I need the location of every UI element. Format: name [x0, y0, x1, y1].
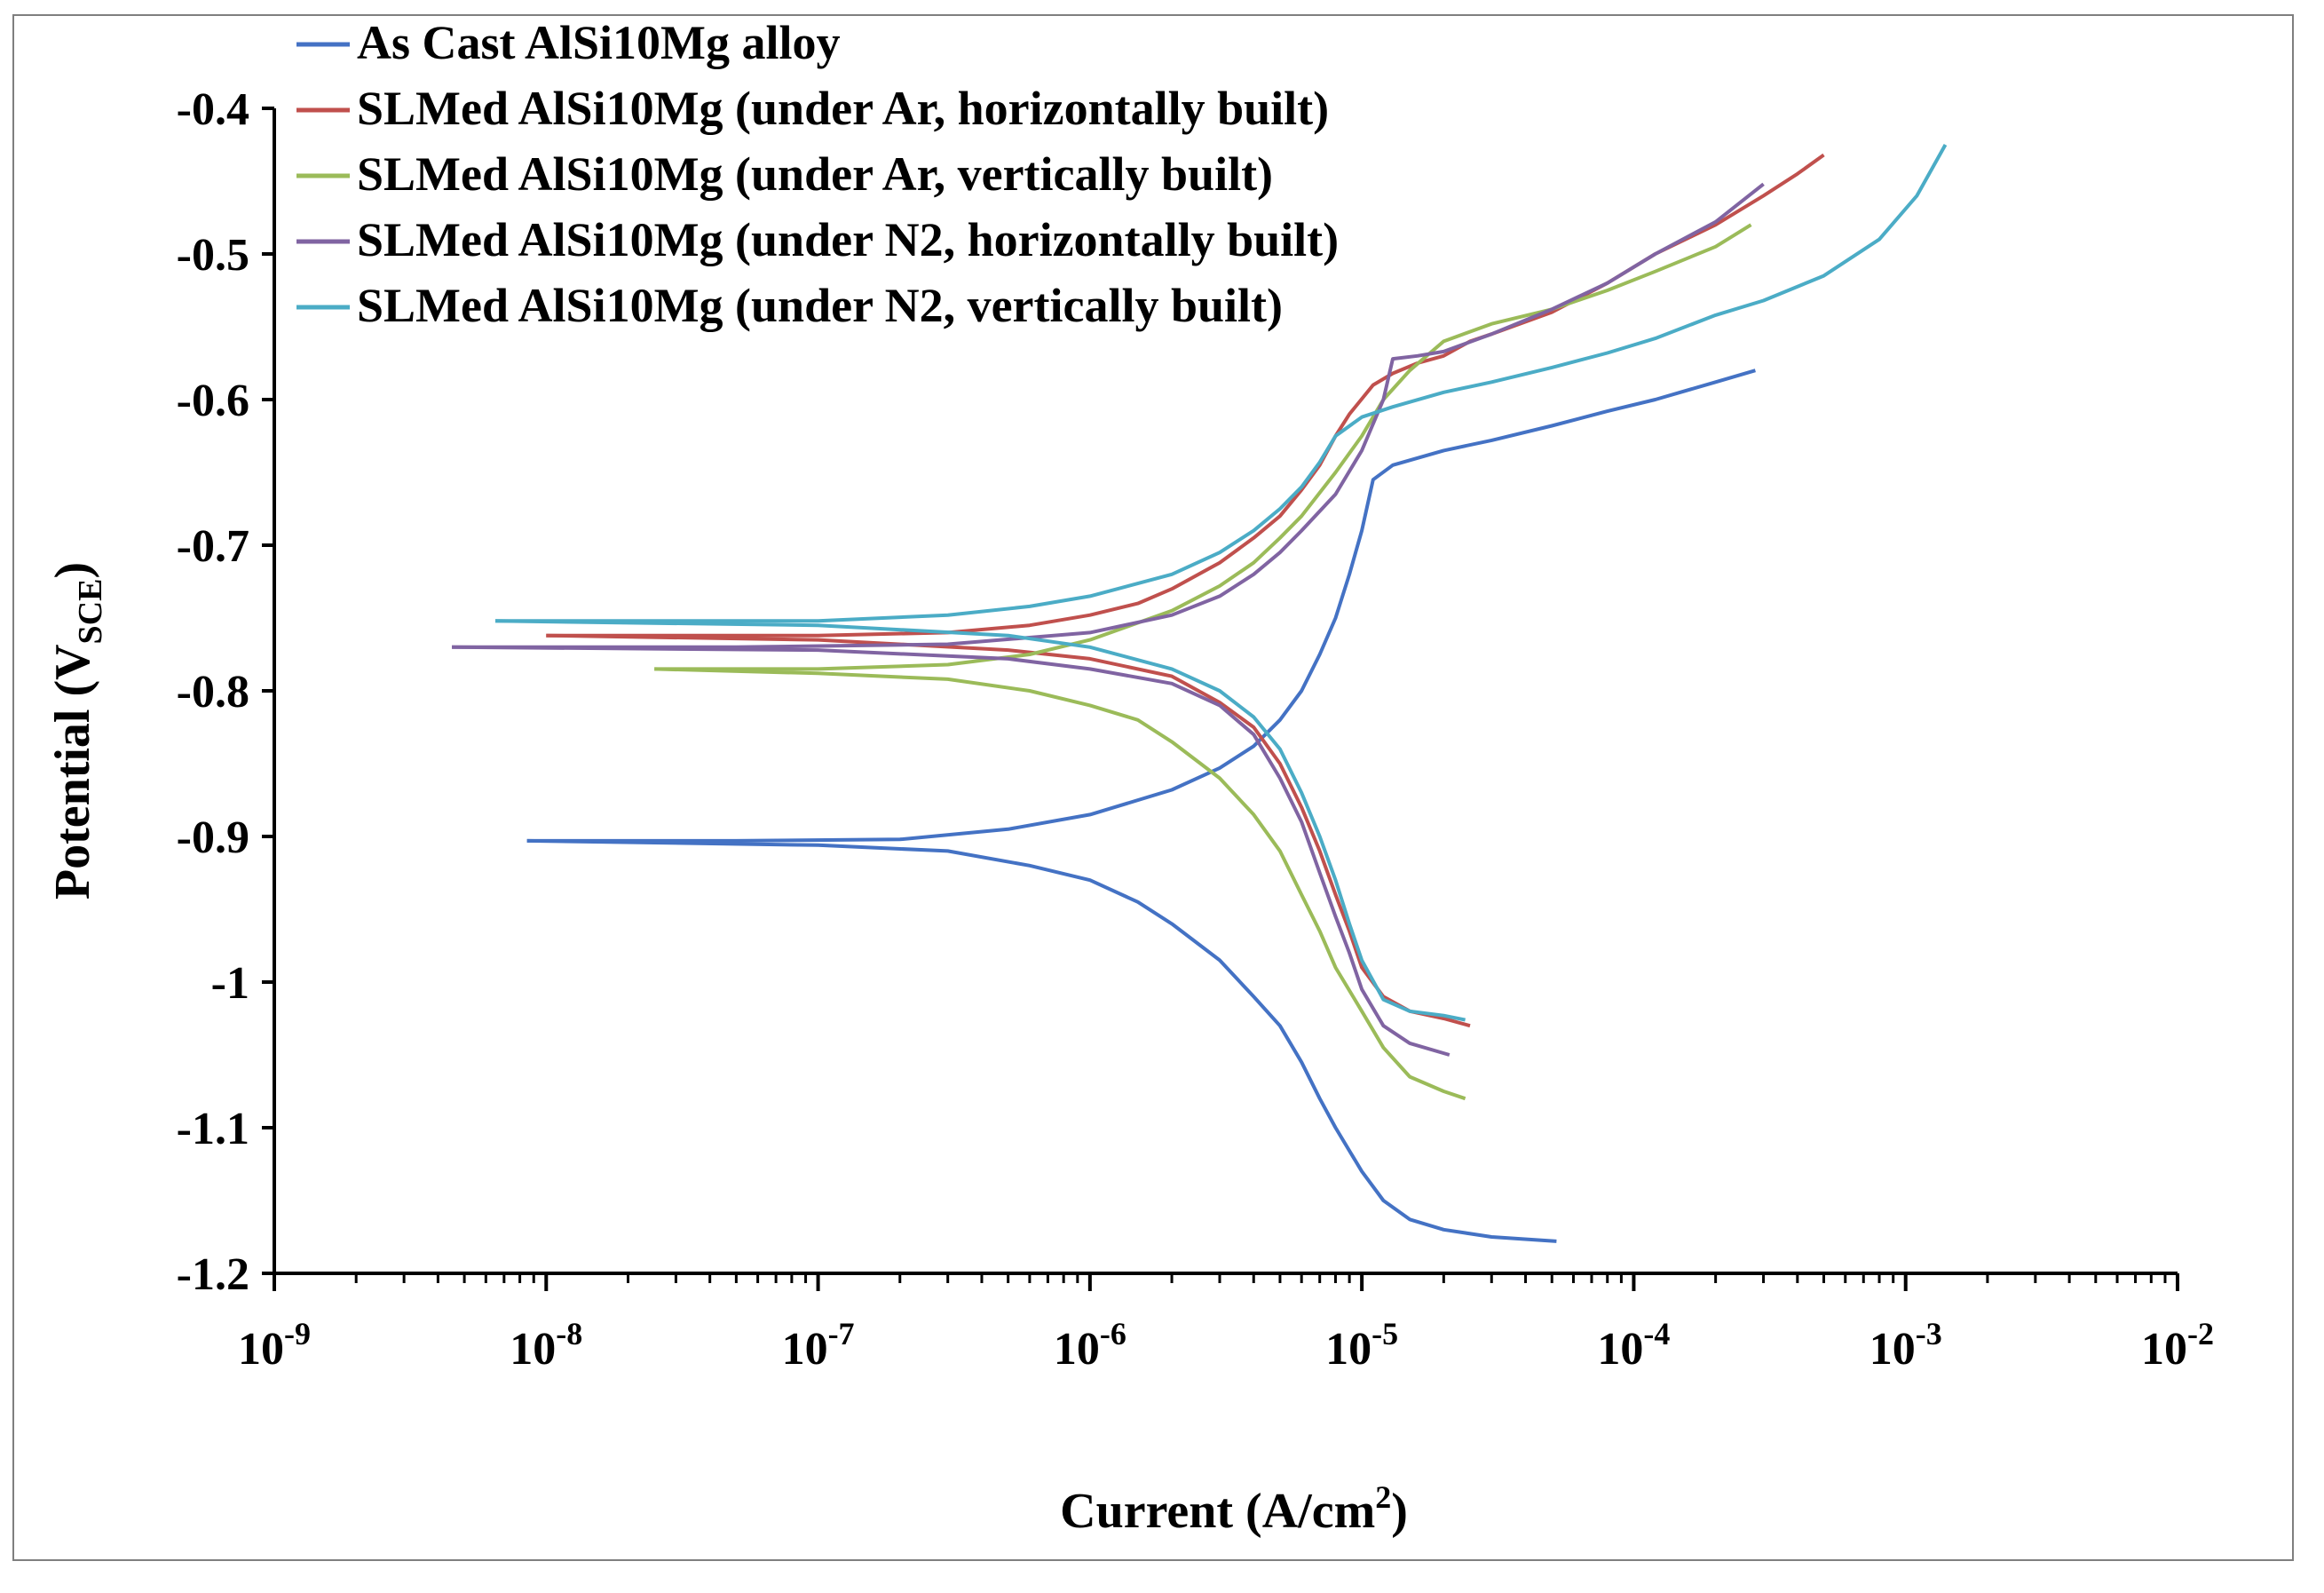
y-tick-labels: -0.4 -0.5 -0.6 -0.7 -0.8 -0.9 -1 -1.1 -1.2: [177, 84, 249, 1300]
y-axis-title: Potential (VSCE): [45, 562, 109, 900]
x-tick-label: 10-5: [1325, 1316, 1398, 1375]
series-line-1-branch-1: [526, 369, 1756, 843]
y-tick-label: -1.1: [177, 1104, 249, 1154]
legend: As Cast AlSi10Mg alloy SLMed AlSi10Mg (un…: [296, 16, 1339, 332]
y-tick-label: -1: [211, 958, 249, 1009]
x-tick-label: 10-8: [510, 1316, 582, 1375]
chart-frame: [12, 14, 2294, 1561]
series-line-4-branch-2: [452, 645, 1451, 1057]
y-tick-label: -0.5: [177, 230, 249, 281]
legend-label-4: SLMed AlSi10Mg (under N2, horizontally b…: [357, 213, 1339, 266]
x-tick-label: 10-7: [782, 1316, 855, 1375]
y-tick-label: -0.4: [177, 84, 249, 135]
x-tick-label: 10-2: [2141, 1316, 2214, 1375]
axes: [262, 107, 2179, 1291]
legend-label-2: SLMed AlSi10Mg (under Ar, horizontally b…: [357, 82, 1329, 135]
legend-label-1: As Cast AlSi10Mg alloy: [357, 16, 841, 69]
x-tick-label: 10-3: [1869, 1316, 1942, 1375]
legend-label-5: SLMed AlSi10Mg (under N2, vertically bui…: [357, 279, 1283, 332]
y-tick-label: -0.8: [177, 667, 249, 717]
x-tick-label: 10-9: [238, 1316, 311, 1375]
x-tick-labels: 10-9 10-8 10-7 10-6 10-5 10-4 10-3 10-2: [238, 1316, 2214, 1375]
legend-label-3: SLMed AlSi10Mg (under Ar, vertically bui…: [357, 147, 1273, 201]
y-tick-label: -0.6: [177, 376, 249, 426]
y-tick-label: -0.7: [177, 521, 249, 572]
series-lines: [452, 144, 1948, 1243]
x-tick-label: 10-4: [1597, 1316, 1670, 1375]
y-tick-label: -1.2: [177, 1249, 249, 1300]
series-line-5-branch-2: [494, 619, 1466, 1022]
series-line-2-branch-2: [546, 633, 1471, 1028]
y-tick-label: -0.9: [177, 812, 249, 863]
series-line-4-branch-1: [452, 182, 1765, 649]
x-axis-title: Current (A/cm2): [1060, 1479, 1408, 1539]
series-line-3-branch-1: [654, 223, 1752, 671]
series-line-1-branch-2: [526, 838, 1557, 1243]
series-line-5-branch-1: [495, 144, 1948, 623]
series-line-3-branch-2: [654, 667, 1466, 1101]
x-tick-label: 10-6: [1054, 1316, 1126, 1375]
